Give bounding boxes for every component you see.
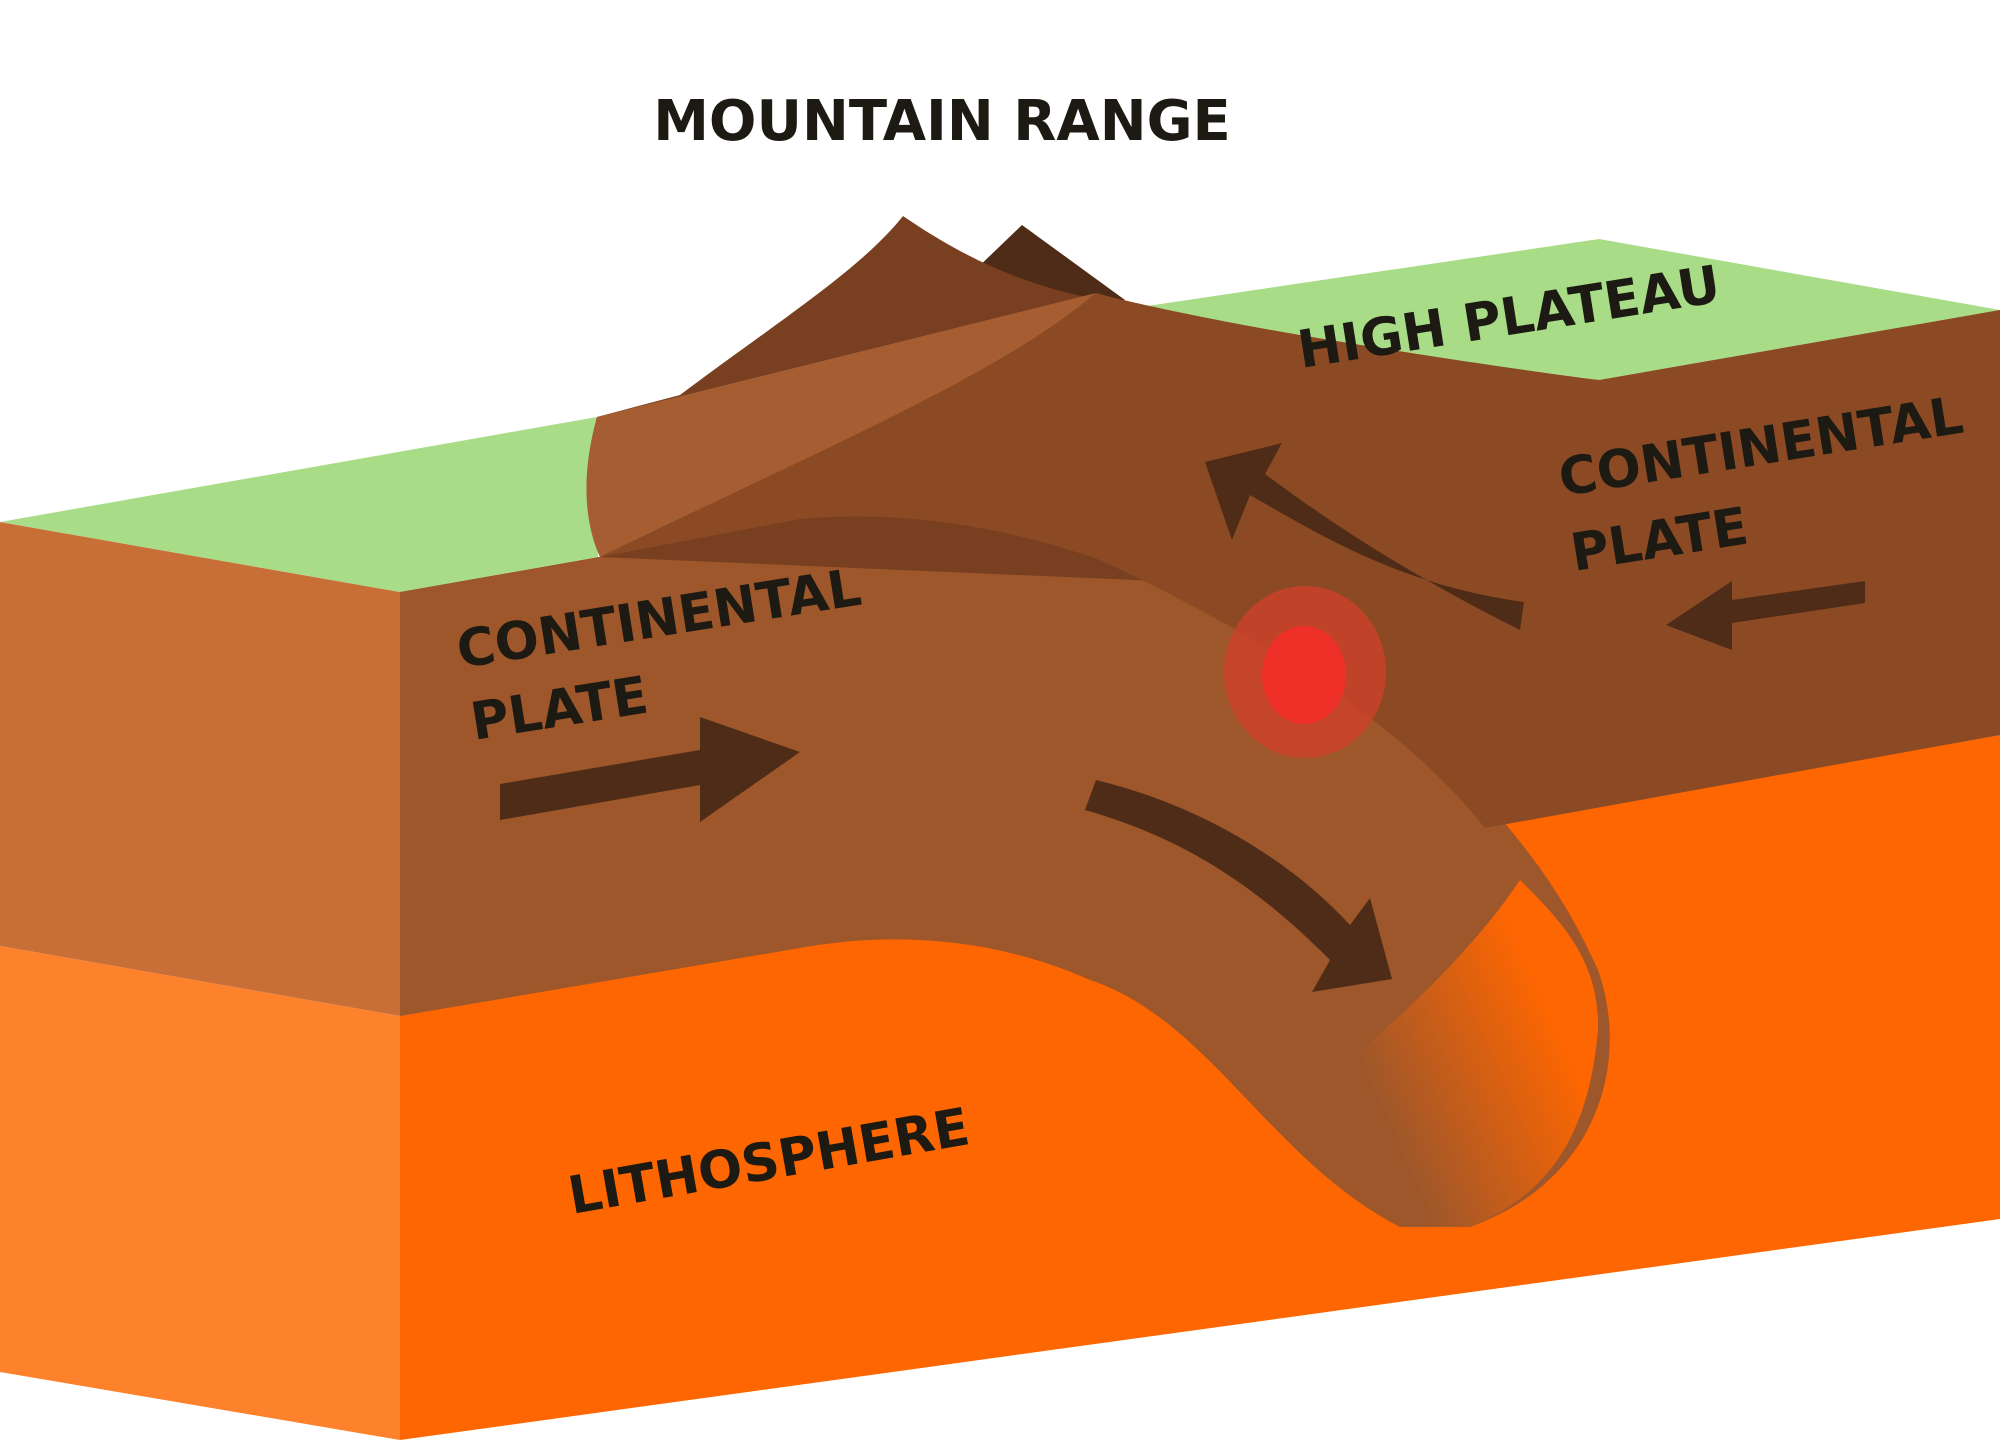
- slab-melting-edge: [1350, 880, 1599, 1227]
- curved-down-arrow-icon: [1085, 780, 1392, 992]
- left-arrow-icon: [1666, 581, 1865, 650]
- lithosphere-front-face: [0, 946, 400, 1440]
- lithosphere-side-face: [400, 735, 2000, 1440]
- crust-behind-mountain: [600, 293, 2000, 828]
- magma-hotspot-core: [1262, 626, 1346, 724]
- curved-up-arrow-icon: [1205, 443, 1524, 630]
- high-plateau-top: [1100, 239, 2000, 380]
- mountain-peak-back: [972, 225, 1125, 315]
- crust-front-face: [0, 522, 400, 1016]
- right-arrow-icon: [500, 717, 800, 822]
- mountain-range-title: MOUNTAIN RANGE: [653, 89, 1231, 154]
- left-plateau-top: [0, 417, 598, 592]
- mountain-upper-slope: [586, 293, 1096, 557]
